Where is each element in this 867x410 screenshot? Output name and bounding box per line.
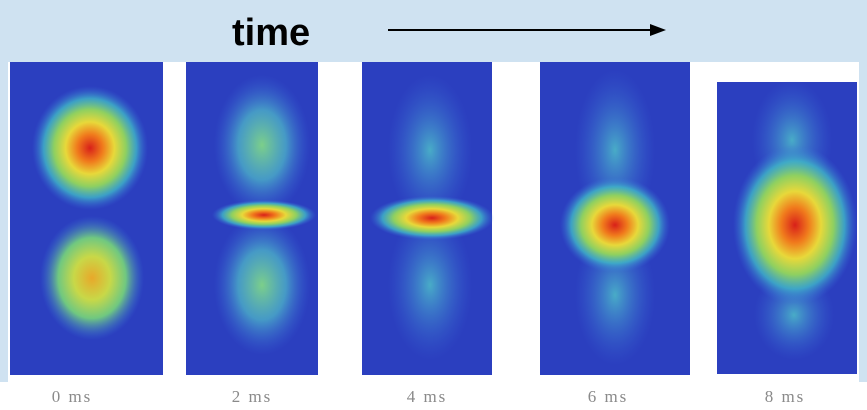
blob	[40, 216, 144, 340]
panel	[10, 62, 163, 375]
time-label: 0 ms	[52, 387, 93, 406]
blob	[370, 196, 494, 240]
panel	[540, 62, 690, 375]
panel	[186, 62, 318, 375]
side-band	[859, 62, 867, 382]
panel	[362, 62, 494, 375]
time-label: 8 ms	[765, 387, 806, 406]
time-label: 6 ms	[588, 387, 629, 406]
blob	[560, 177, 670, 273]
blob	[214, 75, 310, 215]
time-label: 2 ms	[232, 387, 273, 406]
blob	[214, 215, 310, 355]
figure: time 0 ms 2 ms 4 ms 6 ms 8 ms	[0, 0, 867, 410]
side-band	[0, 62, 8, 382]
time-label: 4 ms	[407, 387, 448, 406]
blob	[32, 86, 148, 210]
title: time	[232, 12, 310, 54]
blob	[212, 200, 316, 230]
blob	[733, 145, 857, 305]
panel	[717, 80, 857, 374]
